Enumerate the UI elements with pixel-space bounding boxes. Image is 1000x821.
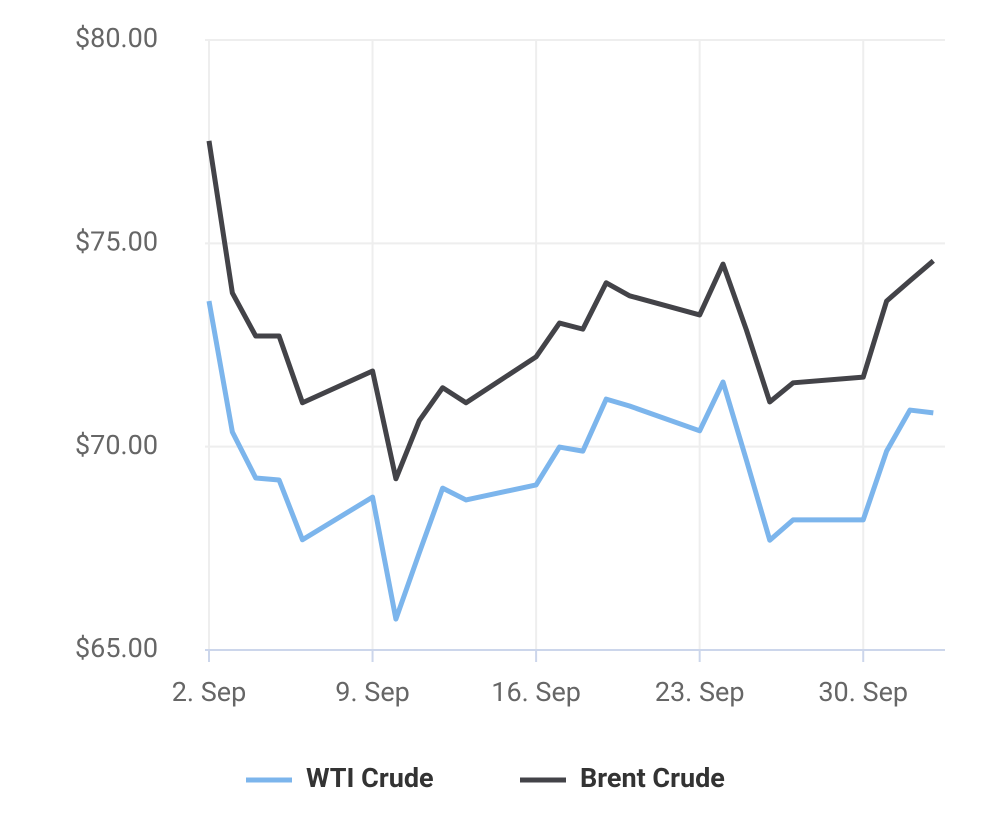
y-tick-label: $75.00	[75, 225, 158, 257]
y-tick-label: $65.00	[75, 632, 158, 664]
x-tick-label: 9. Sep	[335, 676, 410, 708]
line-series	[206, 300, 934, 622]
y-tick-label: $80.00	[75, 22, 158, 54]
line-series	[206, 140, 935, 482]
x-tick-label: 23. Sep	[655, 676, 745, 708]
y-tick-label: $70.00	[75, 429, 158, 461]
x-tick-label: 30. Sep	[818, 676, 908, 708]
legend-label: WTI Crude	[306, 762, 434, 794]
x-tick-label: 16. Sep	[491, 676, 581, 708]
legend-label: Brent Crude	[580, 762, 725, 794]
x-tick-label: 2. Sep	[172, 676, 247, 708]
